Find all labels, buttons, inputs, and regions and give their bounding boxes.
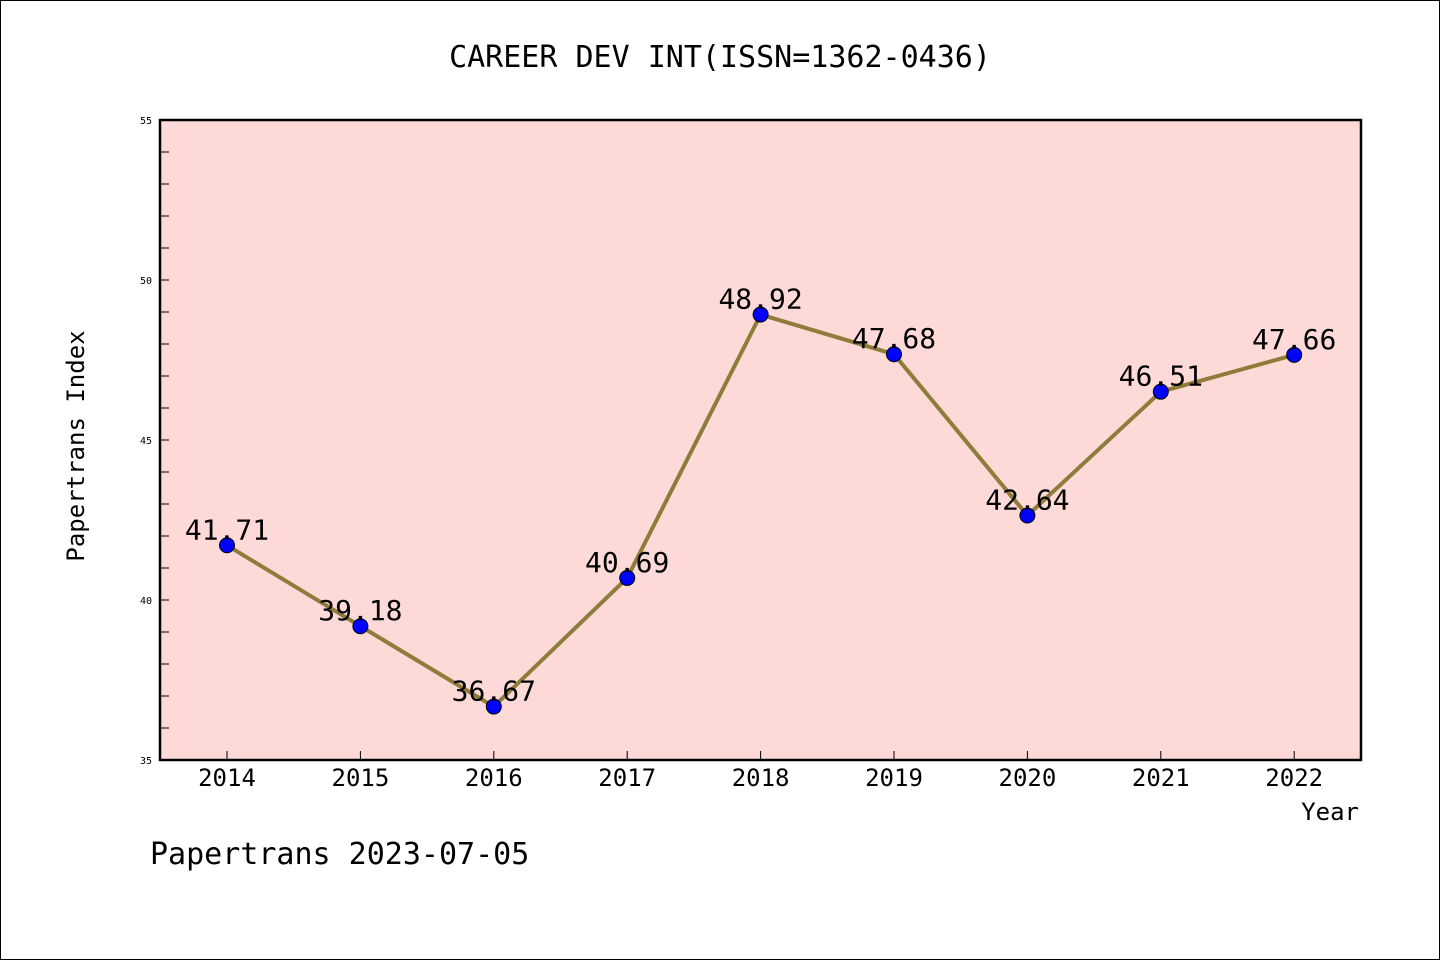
data-point bbox=[352, 618, 369, 635]
y-tick-label: 50 bbox=[140, 276, 152, 287]
x-tick-label: 2020 bbox=[999, 764, 1057, 792]
data-label: 40.69 bbox=[585, 546, 669, 579]
x-tick-label: 2018 bbox=[732, 764, 790, 792]
data-label: 47.66 bbox=[1252, 323, 1336, 356]
y-tick-label: 35 bbox=[140, 756, 152, 767]
x-tick-label: 2019 bbox=[865, 764, 923, 792]
plot-border bbox=[158, 118, 1363, 762]
footer-text: Papertrans 2023-07-05 bbox=[150, 837, 529, 872]
plot-area bbox=[160, 120, 1361, 760]
data-point bbox=[219, 537, 235, 554]
chart-title: CAREER DEV INT(ISSN=1362-0436) bbox=[449, 40, 991, 75]
x-axis-label: Year bbox=[1301, 798, 1359, 826]
data-point bbox=[485, 698, 502, 715]
data-point bbox=[619, 569, 636, 586]
data-point bbox=[1019, 507, 1036, 524]
y-axis-label: Papertrans Index bbox=[62, 330, 90, 561]
x-tick-label: 2016 bbox=[465, 764, 523, 792]
data-label: 36.67 bbox=[452, 675, 536, 708]
x-tick-label: 2014 bbox=[198, 764, 256, 792]
data-point bbox=[1286, 346, 1303, 363]
data-label: 39.18 bbox=[318, 594, 402, 627]
data-labels: 41.71 39.18 36.67 40.69 48.92 47.68 42.64 46.51… bbox=[185, 283, 1336, 708]
data-point bbox=[886, 346, 902, 363]
x-tick-label: 2021 bbox=[1132, 764, 1190, 792]
y-tick-label: 40 bbox=[140, 596, 152, 607]
data-point bbox=[752, 306, 769, 323]
x-tick-label: 2017 bbox=[598, 764, 656, 792]
y-tick-label: 45 bbox=[140, 436, 152, 447]
data-label: 48.92 bbox=[718, 283, 802, 316]
data-label: 47.68 bbox=[852, 322, 936, 355]
data-label: 41.71 bbox=[185, 513, 269, 546]
x-tick-label: 2015 bbox=[332, 764, 390, 792]
y-tick-label: 55 bbox=[140, 116, 152, 127]
x-tick-label: 2022 bbox=[1265, 764, 1323, 792]
y-minor-ticks bbox=[160, 151, 169, 729]
data-label: 46.51 bbox=[1119, 360, 1203, 393]
data-label: 42.64 bbox=[985, 484, 1069, 517]
data-point bbox=[1152, 383, 1169, 400]
data-points bbox=[219, 306, 1303, 715]
x-axis: 2014 2015 2016 2017 2018 2019 2020 2021 2022 bbox=[198, 751, 1323, 792]
